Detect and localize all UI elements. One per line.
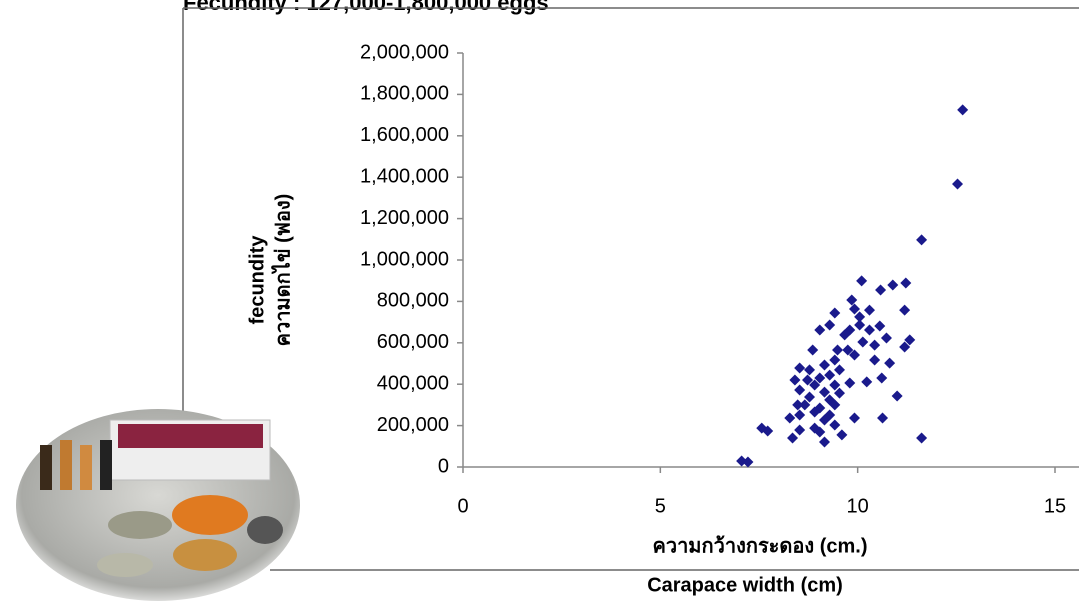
- x-tick-label: 0: [457, 495, 468, 517]
- y-tick-label: 1,600,000: [360, 124, 449, 146]
- point: [869, 354, 881, 366]
- y-tick-label: 200,000: [377, 414, 449, 436]
- point: [844, 324, 856, 336]
- point: [762, 425, 774, 437]
- point: [804, 391, 816, 403]
- x-tick-label: 10: [847, 495, 869, 517]
- point: [819, 386, 831, 398]
- point: [857, 336, 869, 348]
- point: [864, 324, 876, 336]
- point: [846, 294, 858, 306]
- point: [742, 456, 754, 468]
- point: [836, 429, 848, 441]
- point: [809, 406, 821, 418]
- point: [849, 349, 861, 361]
- point: [794, 409, 806, 421]
- point: [829, 307, 841, 319]
- point: [832, 344, 844, 356]
- point: [829, 399, 841, 411]
- y-axis-label-thai: ความดกไข่ (ฟอง): [270, 194, 294, 347]
- point: [854, 319, 866, 331]
- point: [802, 374, 814, 386]
- point: [794, 362, 806, 374]
- point: [957, 104, 969, 116]
- point: [856, 275, 868, 287]
- point: [794, 384, 806, 396]
- x-tick-label: 5: [655, 495, 666, 517]
- point: [877, 412, 889, 424]
- x-axis-label-thai: ความกว้างกระดอง (cm.): [652, 534, 867, 557]
- point: [834, 387, 846, 399]
- point: [784, 412, 796, 424]
- point: [864, 304, 876, 316]
- point: [799, 399, 811, 411]
- y-tick-label: 600,000: [377, 331, 449, 353]
- point: [880, 332, 892, 344]
- point: [887, 279, 899, 291]
- y-tick-label: 1,000,000: [360, 248, 449, 270]
- point: [884, 357, 896, 369]
- point: [787, 432, 799, 444]
- y-tick-label: 800,000: [377, 290, 449, 312]
- point: [869, 339, 881, 351]
- y-tick-label: 1,800,000: [360, 83, 449, 105]
- point: [824, 319, 836, 331]
- point: [819, 436, 831, 448]
- point: [809, 379, 821, 391]
- point: [849, 412, 861, 424]
- plot-area: 0 200,000 400,000 600,000 800,000 1,000,000 1,…: [360, 41, 1079, 517]
- y-tick-label: 0: [438, 455, 449, 477]
- point: [814, 426, 826, 438]
- point: [916, 234, 928, 246]
- point: [807, 344, 819, 356]
- point: [814, 372, 826, 384]
- point: [854, 311, 866, 323]
- point: [876, 372, 888, 384]
- point: [900, 277, 912, 289]
- point: [842, 344, 854, 356]
- y-tick-label: 400,000: [377, 372, 449, 394]
- y-axis-label: fecundity: [246, 235, 268, 325]
- x-axis-label: Carapace width (cm): [647, 574, 843, 596]
- point: [829, 354, 841, 366]
- point: [819, 414, 831, 426]
- point: [899, 341, 911, 353]
- point: [829, 379, 841, 391]
- point: [794, 424, 806, 436]
- point: [849, 303, 861, 315]
- point: [891, 390, 903, 402]
- point: [834, 364, 846, 376]
- point: [804, 364, 816, 376]
- y-tick-label: 1,400,000: [360, 165, 449, 187]
- photo: [16, 409, 300, 601]
- point: [814, 324, 826, 336]
- point: [916, 432, 928, 444]
- point: [874, 320, 886, 332]
- y-tick-label: 1,200,000: [360, 207, 449, 229]
- point: [875, 284, 887, 296]
- point: [861, 376, 873, 388]
- point: [844, 377, 856, 389]
- point: [792, 399, 804, 411]
- point: [952, 178, 964, 190]
- point: [829, 419, 841, 431]
- point: [899, 304, 911, 316]
- y-tick-label: 2,000,000: [360, 41, 449, 63]
- point: [789, 374, 801, 386]
- point: [824, 369, 836, 381]
- point: [904, 334, 916, 346]
- point: [819, 359, 831, 371]
- x-tick-label: 15: [1044, 495, 1066, 517]
